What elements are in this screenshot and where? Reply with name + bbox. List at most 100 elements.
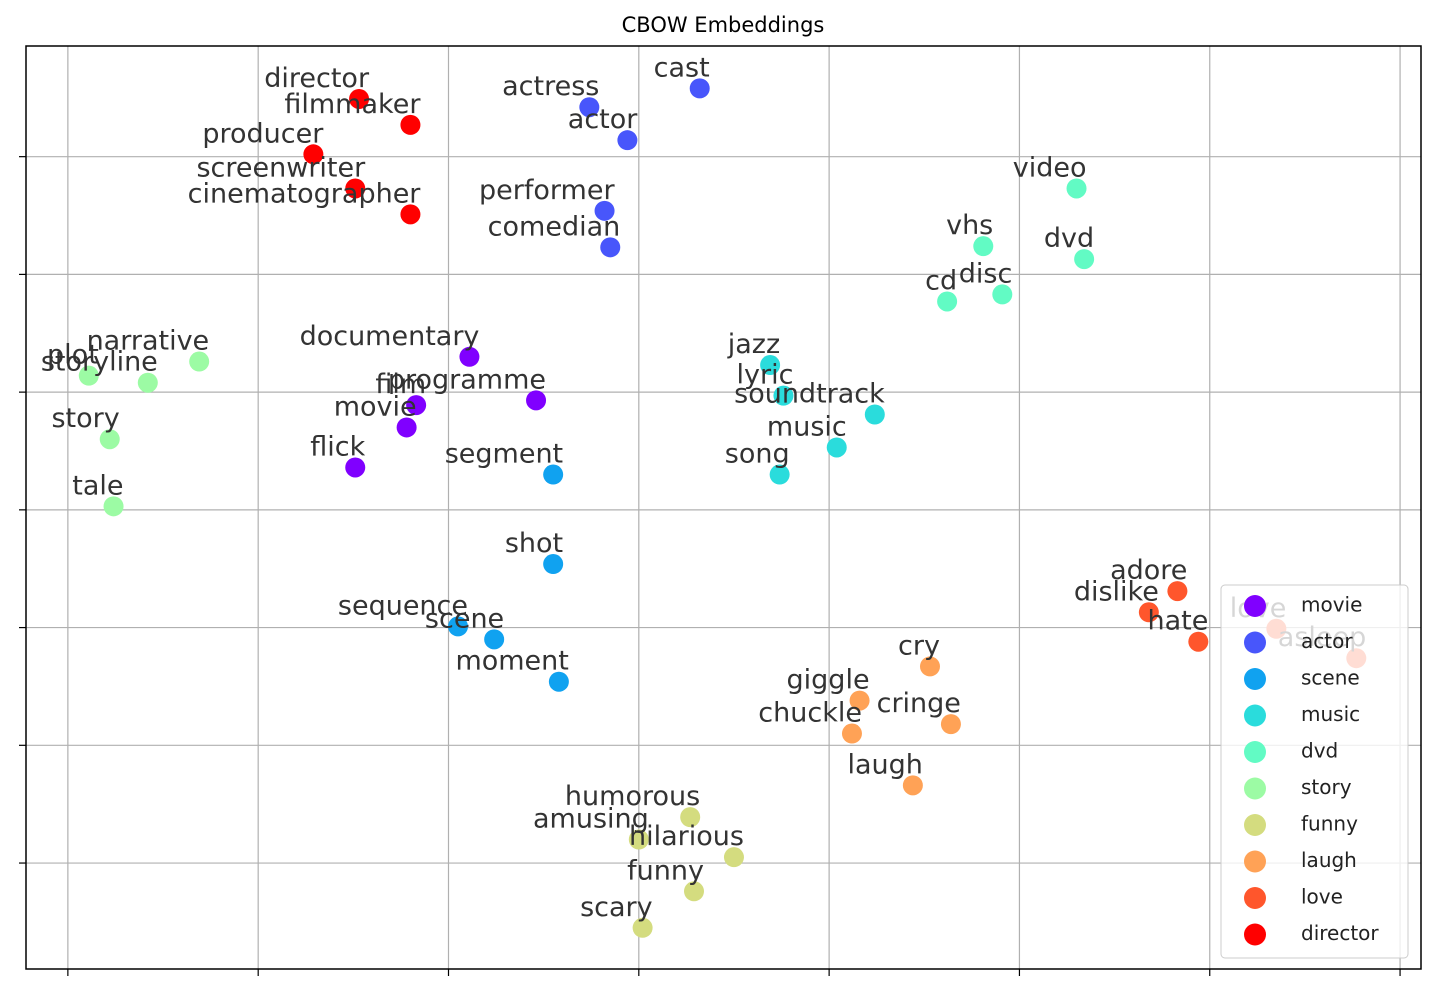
point-label: screenwriter	[196, 152, 366, 183]
point-label: segment	[445, 439, 563, 470]
point	[400, 114, 421, 135]
point	[396, 417, 417, 438]
legend-marker	[1244, 741, 1266, 763]
point-label: storyline	[41, 347, 158, 378]
point	[103, 496, 124, 517]
point	[543, 464, 564, 485]
point-label: hilarious	[629, 821, 744, 852]
point	[526, 390, 547, 411]
point	[303, 144, 324, 165]
legend-marker	[1244, 887, 1266, 909]
point-label: cringe	[877, 688, 961, 719]
point	[1188, 631, 1209, 652]
point-label: laugh	[847, 749, 922, 780]
point-label: cd	[925, 265, 957, 296]
point-label: funny	[627, 855, 704, 886]
point-label: vhs	[946, 210, 993, 241]
point	[680, 807, 701, 828]
legend-label: laugh	[1301, 848, 1357, 872]
point-label: cinematographer	[188, 178, 422, 209]
point-label: hate	[1147, 606, 1208, 637]
point	[864, 404, 885, 425]
legend-marker	[1244, 595, 1266, 617]
point-label: producer	[202, 118, 324, 149]
point	[406, 395, 427, 416]
point	[769, 464, 790, 485]
chart-title: CBOW Embeddings	[622, 13, 825, 37]
point	[1167, 581, 1188, 602]
point-label: director	[264, 63, 370, 94]
point	[345, 178, 366, 199]
point	[617, 130, 638, 151]
point-label: cry	[898, 630, 940, 661]
point	[628, 829, 649, 850]
point	[548, 671, 569, 692]
legend-marker	[1244, 704, 1266, 727]
point	[99, 429, 120, 450]
point	[345, 457, 366, 478]
point	[1066, 178, 1087, 199]
legend-label: love	[1301, 885, 1343, 909]
point	[849, 690, 870, 711]
point-label: sequence	[338, 590, 468, 621]
point-label: lyric	[737, 360, 794, 391]
point-label: shot	[505, 528, 563, 559]
point	[78, 365, 99, 386]
point	[543, 554, 564, 575]
point-label: actor	[568, 104, 638, 135]
legend-marker	[1244, 777, 1266, 800]
point	[484, 629, 505, 650]
point	[773, 385, 794, 406]
point	[723, 847, 744, 868]
legend-label: dvd	[1301, 739, 1338, 763]
point-label: film	[375, 369, 426, 400]
legend-marker	[1244, 850, 1266, 873]
point	[760, 355, 781, 376]
point	[459, 346, 480, 367]
point-label: documentary	[300, 321, 480, 352]
legend-label: music	[1301, 702, 1360, 726]
legend-label: funny	[1301, 812, 1358, 836]
point	[189, 351, 210, 372]
point	[973, 236, 994, 257]
point	[940, 714, 961, 735]
point-label: dvd	[1044, 223, 1094, 254]
point-label: music	[767, 411, 847, 442]
point-label: tale	[72, 470, 123, 501]
legend-marker	[1244, 668, 1266, 690]
point-label: programme	[388, 364, 546, 395]
point-label: narrative	[87, 326, 210, 357]
point	[1138, 602, 1159, 623]
point-label: actress	[502, 71, 599, 102]
point-label: performer	[479, 175, 615, 206]
point	[937, 291, 958, 312]
point	[992, 284, 1013, 305]
point-label: amusing	[533, 803, 649, 834]
legend-label: scene	[1301, 666, 1360, 690]
point	[400, 204, 421, 225]
point-label: adore	[1110, 555, 1187, 586]
point-label: moment	[455, 646, 568, 677]
point	[632, 917, 653, 938]
point	[448, 616, 469, 637]
point	[349, 88, 370, 109]
point-label: chuckle	[758, 698, 862, 729]
point	[919, 656, 940, 677]
point-label: comedian	[488, 211, 621, 242]
point-label: disc	[959, 258, 1013, 289]
point-label: cast	[654, 52, 710, 83]
point-label: soundtrack	[734, 378, 885, 409]
legend-marker	[1244, 814, 1266, 836]
legend-label: movie	[1301, 593, 1362, 617]
point	[579, 97, 600, 118]
point	[684, 881, 705, 902]
point-label: movie	[334, 391, 417, 422]
point-label: scene	[425, 603, 504, 634]
point	[1074, 249, 1095, 270]
point-label: video	[1013, 152, 1087, 183]
point	[841, 723, 862, 744]
legend-label: story	[1301, 775, 1352, 799]
plot-frame	[25, 45, 1422, 970]
point-label: scary	[580, 892, 653, 923]
